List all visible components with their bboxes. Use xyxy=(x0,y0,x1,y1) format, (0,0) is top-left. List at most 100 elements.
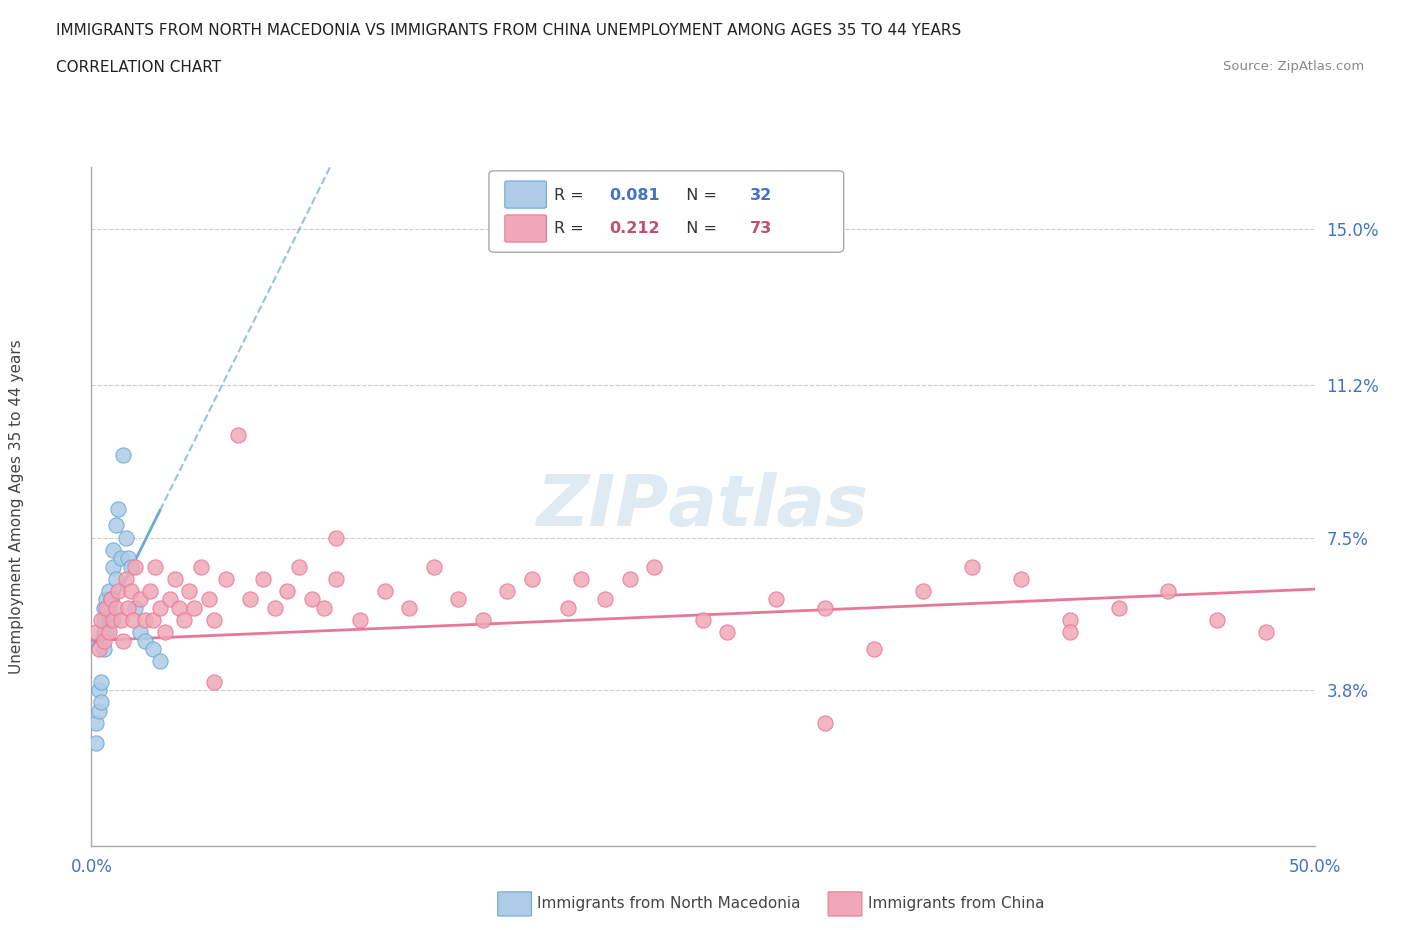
Point xyxy=(114,571,136,586)
Point xyxy=(716,625,738,640)
Point xyxy=(423,559,446,574)
Point xyxy=(325,571,347,586)
Point xyxy=(100,613,122,628)
Point xyxy=(149,654,172,669)
Point xyxy=(120,559,142,574)
Point xyxy=(104,571,127,586)
Point xyxy=(134,633,156,648)
Point xyxy=(129,592,152,607)
Point xyxy=(93,600,115,615)
Point xyxy=(312,600,335,615)
Point xyxy=(1059,625,1081,640)
Point xyxy=(90,674,112,689)
Point xyxy=(960,559,983,574)
Point xyxy=(159,592,181,607)
Point xyxy=(593,592,616,607)
Point xyxy=(117,600,139,615)
Point xyxy=(97,600,120,615)
Point xyxy=(139,584,162,599)
Point xyxy=(143,559,166,574)
Point xyxy=(87,642,110,657)
Point xyxy=(226,428,249,443)
Point xyxy=(239,592,262,607)
Point xyxy=(94,600,117,615)
Point xyxy=(447,592,470,607)
Point xyxy=(288,559,311,574)
Point xyxy=(1010,571,1032,586)
Point xyxy=(173,613,195,628)
Point xyxy=(252,571,274,586)
Point xyxy=(1108,600,1130,615)
Point xyxy=(349,613,371,628)
Text: Unemployment Among Ages 35 to 44 years: Unemployment Among Ages 35 to 44 years xyxy=(10,339,24,674)
Point xyxy=(90,613,112,628)
Point xyxy=(103,542,125,557)
Point xyxy=(692,613,714,628)
Point xyxy=(141,613,163,628)
Point xyxy=(198,592,221,607)
Text: Immigrants from North Macedonia: Immigrants from North Macedonia xyxy=(537,897,800,911)
Point xyxy=(107,584,129,599)
Point xyxy=(97,584,120,599)
Point xyxy=(557,600,579,615)
Point xyxy=(863,642,886,657)
Point xyxy=(398,600,420,615)
Point xyxy=(325,530,347,545)
Point xyxy=(104,600,127,615)
Point xyxy=(100,592,122,607)
Point xyxy=(264,600,287,615)
Text: ZIP​atlas: ZIP​atlas xyxy=(537,472,869,541)
Point xyxy=(1059,613,1081,628)
Point xyxy=(183,600,205,615)
Text: CORRELATION CHART: CORRELATION CHART xyxy=(56,60,221,75)
Point xyxy=(112,633,135,648)
Point xyxy=(114,530,136,545)
FancyBboxPatch shape xyxy=(505,215,547,242)
Point xyxy=(107,501,129,516)
Point xyxy=(141,642,163,657)
Point xyxy=(93,642,115,657)
Point xyxy=(93,613,115,628)
Point xyxy=(912,584,935,599)
Point xyxy=(814,600,837,615)
Point xyxy=(301,592,323,607)
Point xyxy=(110,613,132,628)
Point xyxy=(163,571,186,586)
Point xyxy=(84,625,107,640)
Point xyxy=(93,633,115,648)
Point xyxy=(569,571,592,586)
Point xyxy=(84,715,107,730)
FancyBboxPatch shape xyxy=(489,171,844,252)
Text: N =: N = xyxy=(676,221,723,236)
Text: 0.212: 0.212 xyxy=(609,221,659,236)
Point xyxy=(97,613,120,628)
Point xyxy=(190,559,212,574)
Point xyxy=(202,674,225,689)
Text: R =: R = xyxy=(554,221,589,236)
Text: IMMIGRANTS FROM NORTH MACEDONIA VS IMMIGRANTS FROM CHINA UNEMPLOYMENT AMONG AGES: IMMIGRANTS FROM NORTH MACEDONIA VS IMMIG… xyxy=(56,23,962,38)
Point xyxy=(103,613,125,628)
Point xyxy=(169,600,191,615)
Point xyxy=(374,584,396,599)
Text: N =: N = xyxy=(676,188,723,203)
Point xyxy=(100,592,122,607)
Point xyxy=(215,571,238,586)
Point xyxy=(471,613,494,628)
Point xyxy=(814,715,837,730)
Point xyxy=(179,584,201,599)
Text: Source: ZipAtlas.com: Source: ZipAtlas.com xyxy=(1223,60,1364,73)
Point xyxy=(120,584,142,599)
Point xyxy=(134,613,156,628)
Point xyxy=(765,592,787,607)
Point xyxy=(202,613,225,628)
Point xyxy=(643,559,665,574)
Text: R =: R = xyxy=(554,188,589,203)
Point xyxy=(1157,584,1180,599)
Point xyxy=(129,625,152,640)
Point xyxy=(117,551,139,565)
Point xyxy=(124,600,146,615)
Point xyxy=(276,584,298,599)
Text: Immigrants from China: Immigrants from China xyxy=(868,897,1045,911)
Point xyxy=(619,571,641,586)
Text: 0.081: 0.081 xyxy=(609,188,659,203)
